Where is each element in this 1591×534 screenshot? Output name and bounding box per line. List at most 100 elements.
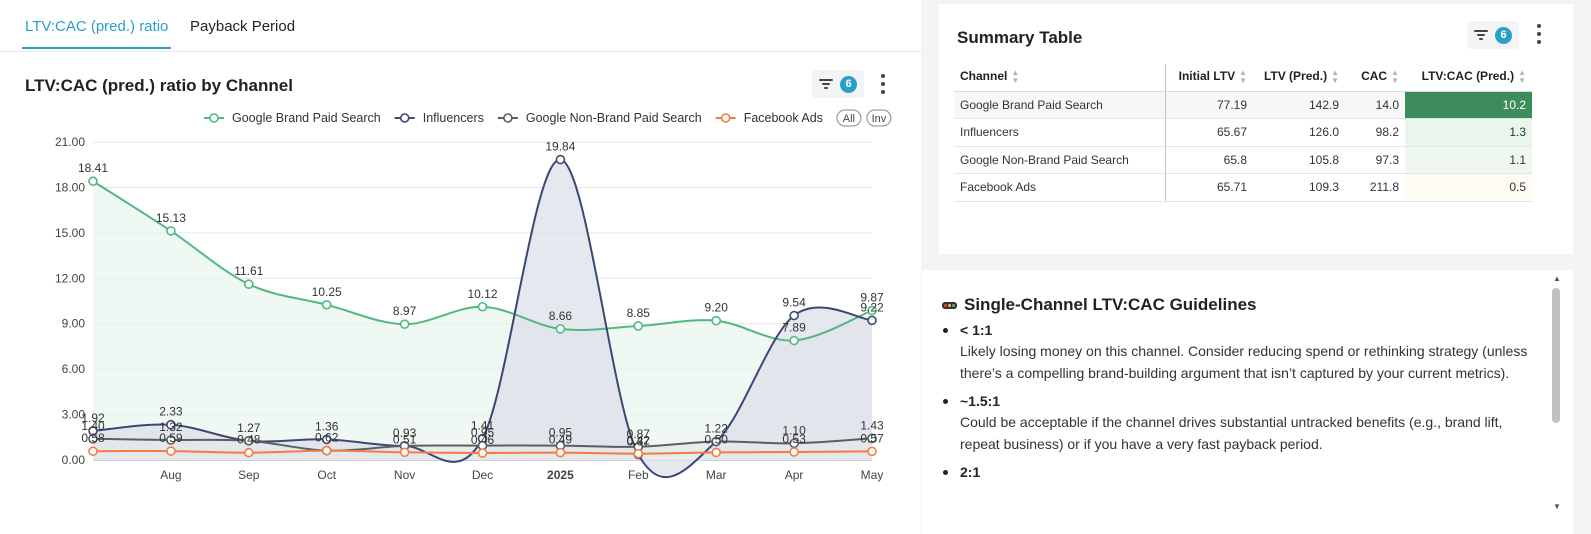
tab-payback-period[interactable]: Payback Period bbox=[190, 18, 296, 35]
data-point[interactable] bbox=[88, 433, 98, 444]
data-point[interactable] bbox=[633, 321, 644, 331]
data-point[interactable] bbox=[711, 436, 722, 447]
col-header-initial-ltv[interactable]: Initial LTV ▲ ▼ bbox=[1165, 64, 1253, 92]
data-point[interactable] bbox=[166, 435, 176, 445]
summary-table-title: Summary Table bbox=[957, 28, 1083, 47]
data-label: 0.87 bbox=[627, 427, 651, 441]
data-point[interactable] bbox=[244, 447, 254, 458]
data-label: 19.84 bbox=[545, 140, 575, 154]
table-more-options-icon[interactable] bbox=[1536, 24, 1542, 44]
cell-initial-ltv: 77.19 bbox=[1165, 91, 1253, 119]
data-point[interactable] bbox=[244, 435, 254, 446]
data-label: 0.93 bbox=[393, 426, 417, 440]
data-point[interactable] bbox=[244, 279, 254, 289]
table-row[interactable]: Influencers 65.67 126.0 98.2 1.3 bbox=[954, 118, 1532, 147]
scroll-down-icon[interactable]: ▼ bbox=[1553, 502, 1561, 511]
data-label: 1.22 bbox=[705, 422, 729, 436]
data-point[interactable] bbox=[88, 176, 98, 187]
x-tick-label: Dec bbox=[472, 468, 493, 482]
data-point[interactable] bbox=[88, 446, 98, 457]
data-label: 10.25 bbox=[312, 285, 342, 299]
x-tick-label: May bbox=[861, 468, 884, 482]
data-point[interactable] bbox=[555, 447, 566, 458]
y-tick-label: 9.00 bbox=[62, 317, 86, 331]
col-header-cac[interactable]: CAC ▲ ▼ bbox=[1345, 64, 1405, 92]
chart-more-options-icon[interactable] bbox=[880, 74, 886, 94]
sort-icon: ▲ ▼ bbox=[1011, 68, 1020, 86]
table-filter-button[interactable]: 6 bbox=[1467, 21, 1519, 49]
data-label: 7.89 bbox=[782, 321, 806, 335]
data-label: 0.59 bbox=[159, 431, 183, 445]
scrollbar-thumb[interactable] bbox=[1552, 288, 1560, 423]
data-label: 18.41 bbox=[78, 161, 108, 175]
x-tick-label: 2025 bbox=[547, 468, 574, 482]
data-point[interactable] bbox=[166, 419, 176, 430]
sort-icon: ▲ ▼ bbox=[1331, 68, 1339, 86]
legend-marker[interactable] bbox=[209, 113, 219, 123]
data-point[interactable] bbox=[166, 226, 176, 236]
y-tick-label: 21.00 bbox=[55, 135, 85, 149]
col-header-channel[interactable]: Channel ▲ ▼ bbox=[954, 64, 1166, 92]
y-tick-label: 15.00 bbox=[55, 226, 85, 240]
data-point[interactable] bbox=[711, 447, 722, 458]
legend-marker[interactable] bbox=[399, 113, 410, 123]
cell-ltv-cac: 0.5 bbox=[1405, 173, 1532, 202]
data-point[interactable] bbox=[555, 154, 566, 165]
data-point[interactable] bbox=[789, 310, 799, 321]
table-row[interactable]: Facebook Ads 65.71 109.3 211.8 0.5 bbox=[954, 173, 1532, 202]
data-point[interactable] bbox=[555, 324, 566, 334]
data-point[interactable] bbox=[711, 315, 722, 326]
guideline-body: Likely losing money on this channel. Con… bbox=[960, 343, 1528, 381]
data-label: 0.48 bbox=[237, 433, 261, 447]
data-point[interactable] bbox=[867, 315, 877, 326]
legend-inv-button[interactable] bbox=[866, 109, 892, 127]
data-point[interactable] bbox=[166, 446, 176, 456]
data-point[interactable] bbox=[633, 448, 644, 459]
data-label: 0.95 bbox=[549, 426, 573, 440]
data-label: 0.42 bbox=[627, 434, 651, 448]
data-point[interactable] bbox=[321, 445, 332, 456]
data-label: 0.95 bbox=[471, 426, 495, 440]
table-row[interactable]: Google Brand Paid Search 77.19 142.9 14.0 10… bbox=[954, 91, 1532, 119]
data-label: 2.33 bbox=[159, 405, 183, 419]
data-point[interactable] bbox=[789, 447, 799, 457]
sort-icon: ▲ ▼ bbox=[1239, 68, 1247, 86]
cell-ltv-cac: 1.3 bbox=[1405, 118, 1532, 147]
data-point[interactable] bbox=[867, 433, 877, 444]
data-point[interactable] bbox=[867, 305, 877, 316]
data-point[interactable] bbox=[477, 448, 488, 458]
cell-ltv-cac: 10.2 bbox=[1405, 91, 1532, 119]
chart-filter-button[interactable]: 6 bbox=[812, 70, 864, 98]
data-label: 1.32 bbox=[159, 420, 183, 434]
guidelines-title: Single-Channel LTV:CAC Guidelines bbox=[942, 295, 1257, 315]
data-point[interactable] bbox=[321, 299, 332, 310]
data-point[interactable] bbox=[477, 301, 488, 312]
data-point[interactable] bbox=[399, 447, 410, 458]
sort-icon: ▲ ▼ bbox=[1391, 68, 1399, 86]
tab-ltv-cac[interactable]: LTV:CAC (pred.) ratio bbox=[25, 18, 169, 35]
data-point[interactable] bbox=[789, 335, 799, 346]
table-row[interactable]: Google Non-Brand Paid Search 65.8 105.8 97.… bbox=[954, 146, 1532, 174]
data-label: 9.54 bbox=[782, 296, 806, 310]
cell-ltv-pred: 126.0 bbox=[1253, 118, 1345, 147]
data-label: 0.51 bbox=[393, 432, 417, 446]
y-tick-label: 3.00 bbox=[62, 408, 86, 422]
data-point[interactable] bbox=[867, 446, 877, 457]
col-header-ltv-cac[interactable]: LTV:CAC (Pred.) ▲ ▼ bbox=[1405, 64, 1532, 92]
table-filter-count-badge: 6 bbox=[1495, 26, 1512, 44]
data-point[interactable] bbox=[399, 319, 410, 329]
legend-all-button[interactable] bbox=[836, 109, 862, 127]
data-point[interactable] bbox=[321, 434, 332, 445]
legend-marker[interactable] bbox=[503, 113, 513, 123]
legend-marker[interactable] bbox=[720, 113, 731, 123]
data-label: 0.57 bbox=[860, 431, 884, 445]
data-label: 0.37 bbox=[627, 434, 651, 448]
data-label: 1.36 bbox=[315, 419, 339, 433]
scroll-up-icon[interactable]: ▲ bbox=[1553, 274, 1561, 283]
y-tick-label: 18.00 bbox=[55, 180, 85, 194]
x-tick-label: Apr bbox=[785, 468, 804, 482]
legend-entry: Google Brand Paid Search bbox=[232, 111, 381, 125]
cell-channel: Google Brand Paid Search bbox=[954, 91, 1166, 119]
cell-ltv-pred: 142.9 bbox=[1253, 91, 1345, 119]
col-header-ltv-pred[interactable]: LTV (Pred.) ▲ ▼ bbox=[1253, 64, 1345, 92]
